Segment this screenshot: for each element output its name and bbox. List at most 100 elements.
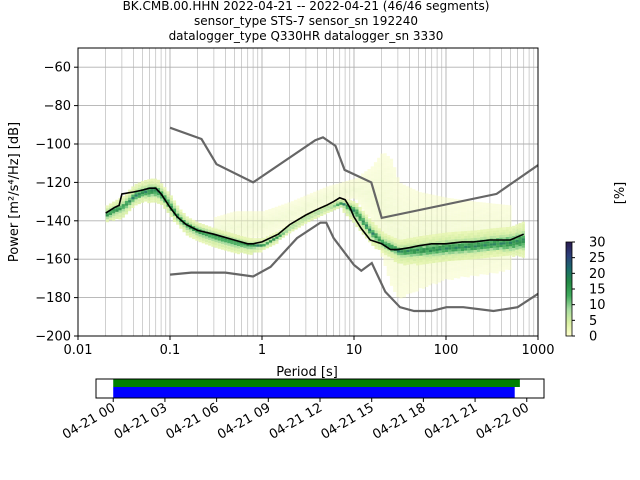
density-cell (393, 229, 397, 232)
density-cell (441, 240, 445, 243)
density-cell (242, 232, 246, 236)
density-cell (304, 219, 308, 222)
density-cell (389, 211, 394, 214)
density-cell (463, 226, 467, 229)
density-cell (425, 250, 429, 253)
density-cell (473, 261, 477, 264)
density-cell (460, 231, 465, 234)
density-cell (393, 238, 397, 241)
density-cell (418, 268, 422, 272)
density-cell (246, 237, 250, 241)
density-cell (258, 228, 262, 231)
density-cell (450, 198, 454, 201)
density-cell (166, 199, 170, 202)
density-cell (428, 234, 433, 238)
density-cell (370, 197, 374, 200)
density-cell (495, 206, 499, 209)
density-cell (460, 251, 465, 254)
density-cell (416, 251, 420, 254)
density-cell (473, 263, 477, 267)
density-cell (460, 204, 464, 207)
density-cell (367, 193, 371, 196)
density-cell (416, 260, 420, 263)
density-cell (489, 227, 493, 230)
density-cell (396, 230, 400, 233)
density-cell (435, 238, 439, 241)
density-cell (386, 259, 390, 262)
density-cell (399, 185, 403, 188)
density-cell (425, 219, 429, 223)
density-cell (405, 186, 410, 189)
density-cell (406, 249, 410, 253)
density-cell (320, 208, 324, 211)
density-cell (252, 213, 256, 216)
density-cell (435, 248, 439, 252)
density-cell (402, 230, 406, 233)
density-cell (450, 208, 454, 211)
density-cell (233, 230, 237, 234)
density-cell (223, 223, 227, 227)
density-cell (421, 216, 426, 220)
density-cell (409, 235, 413, 239)
density-cell (383, 254, 387, 257)
density-cell (358, 218, 362, 221)
density-cell (431, 199, 435, 202)
density-cell (309, 205, 314, 208)
density-cell (377, 213, 381, 216)
density-cell (204, 229, 209, 232)
density-cell (486, 243, 490, 247)
density-cell (428, 263, 432, 267)
density-cell (233, 234, 237, 237)
density-cell (434, 219, 438, 222)
density-cell (386, 232, 390, 236)
density-cell (352, 211, 356, 215)
y-axis-label: Power [m²/s⁴/Hz] [dB] (7, 122, 22, 262)
density-cell (351, 193, 355, 197)
density-cell (160, 196, 164, 199)
density-cell (380, 231, 385, 234)
density-cell (198, 231, 202, 234)
density-cell (224, 237, 228, 240)
density-cell (281, 207, 285, 210)
density-cell (239, 213, 243, 216)
density-cell (501, 209, 506, 212)
density-cell (192, 219, 196, 223)
density-cell (389, 204, 394, 207)
density-cell (409, 204, 413, 207)
density-cell (373, 186, 378, 189)
density-cell (482, 257, 486, 261)
density-cell (277, 212, 282, 216)
density-cell (163, 201, 167, 204)
density-cell (338, 185, 342, 188)
density-cell (223, 214, 227, 217)
density-cell (469, 261, 474, 264)
density-cell (492, 266, 496, 269)
density-cell (444, 219, 448, 222)
density-cell (399, 202, 403, 205)
density-cell (329, 190, 333, 193)
density-cell (348, 205, 353, 209)
density-cell (460, 209, 464, 212)
density-cell (419, 248, 423, 251)
density-cell (505, 224, 509, 227)
density-cell (367, 197, 371, 201)
density-cell (112, 211, 116, 214)
density-cell (309, 193, 314, 196)
density-cell (489, 224, 493, 228)
density-cell (496, 245, 500, 248)
density-cell (368, 223, 372, 227)
density-cell (432, 246, 436, 250)
density-cell (479, 207, 483, 210)
density-cell (293, 204, 298, 207)
density-cell (284, 215, 288, 218)
density-cell (297, 210, 301, 213)
density-cell (515, 226, 519, 230)
density-cell (415, 286, 419, 290)
density-cell (246, 241, 250, 244)
density-cell (188, 222, 193, 225)
density-cell (482, 209, 486, 213)
density-cell (309, 195, 314, 198)
density-cell (274, 226, 278, 229)
x-tick-label: 1 (258, 343, 266, 358)
density-cell (345, 213, 349, 217)
